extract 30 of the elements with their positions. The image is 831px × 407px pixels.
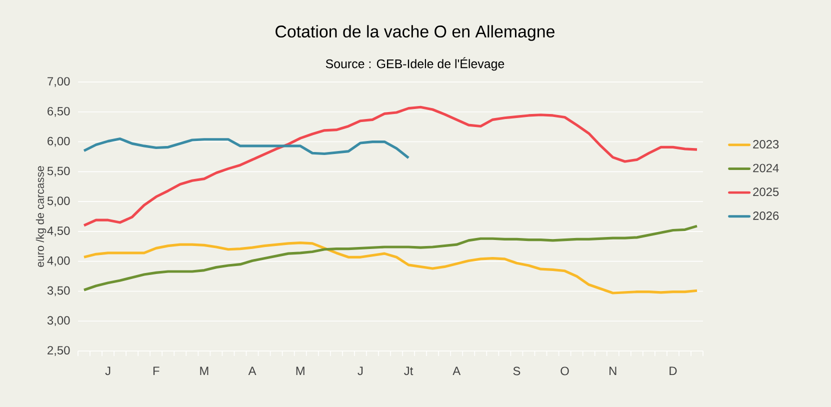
x-tick-label: N bbox=[610, 366, 616, 375]
legend-label: 2026 bbox=[753, 211, 779, 220]
y-tick-label: 5,00 bbox=[47, 196, 70, 206]
x-tick-label: Jt bbox=[404, 366, 414, 376]
x-tick-label: A bbox=[248, 366, 256, 375]
legend-label: 2023 bbox=[753, 140, 779, 148]
chart-subtitle: Source : GEB-Idele de l'Élevage bbox=[326, 57, 504, 71]
line-series bbox=[82, 106, 698, 227]
y-tick-label: 2,50 bbox=[48, 346, 70, 356]
x-tick-label: F bbox=[153, 366, 160, 375]
y-tick-label: 4,50 bbox=[47, 226, 70, 236]
legend-label: 2025 bbox=[753, 188, 779, 196]
x-tick-label: D bbox=[670, 366, 677, 375]
x-tick-label: M bbox=[296, 366, 304, 375]
y-axis-title: euro /kg de carcasse bbox=[36, 166, 46, 267]
y-tick-label: 6,50 bbox=[48, 106, 70, 117]
y-tick-label: 3,50 bbox=[47, 286, 70, 296]
x-tick-label: O bbox=[560, 366, 569, 376]
y-tick-label: 3,00 bbox=[47, 316, 70, 326]
y-tick-label: 7,00 bbox=[48, 77, 70, 87]
x-tick-label: M bbox=[200, 366, 208, 375]
x-tick-label: J bbox=[105, 366, 110, 376]
x-tick-label: A bbox=[452, 366, 461, 375]
y-tick-label: 5,50 bbox=[47, 166, 70, 177]
x-tick-label: J bbox=[358, 366, 363, 376]
chart-title: Cotation de la vache O en Allemagne bbox=[276, 25, 554, 41]
x-tick-label: S bbox=[513, 366, 520, 376]
y-tick-label: 6,00 bbox=[48, 136, 70, 147]
y-tick-label: 4,00 bbox=[47, 256, 70, 266]
legend-label: 2024 bbox=[753, 164, 779, 172]
